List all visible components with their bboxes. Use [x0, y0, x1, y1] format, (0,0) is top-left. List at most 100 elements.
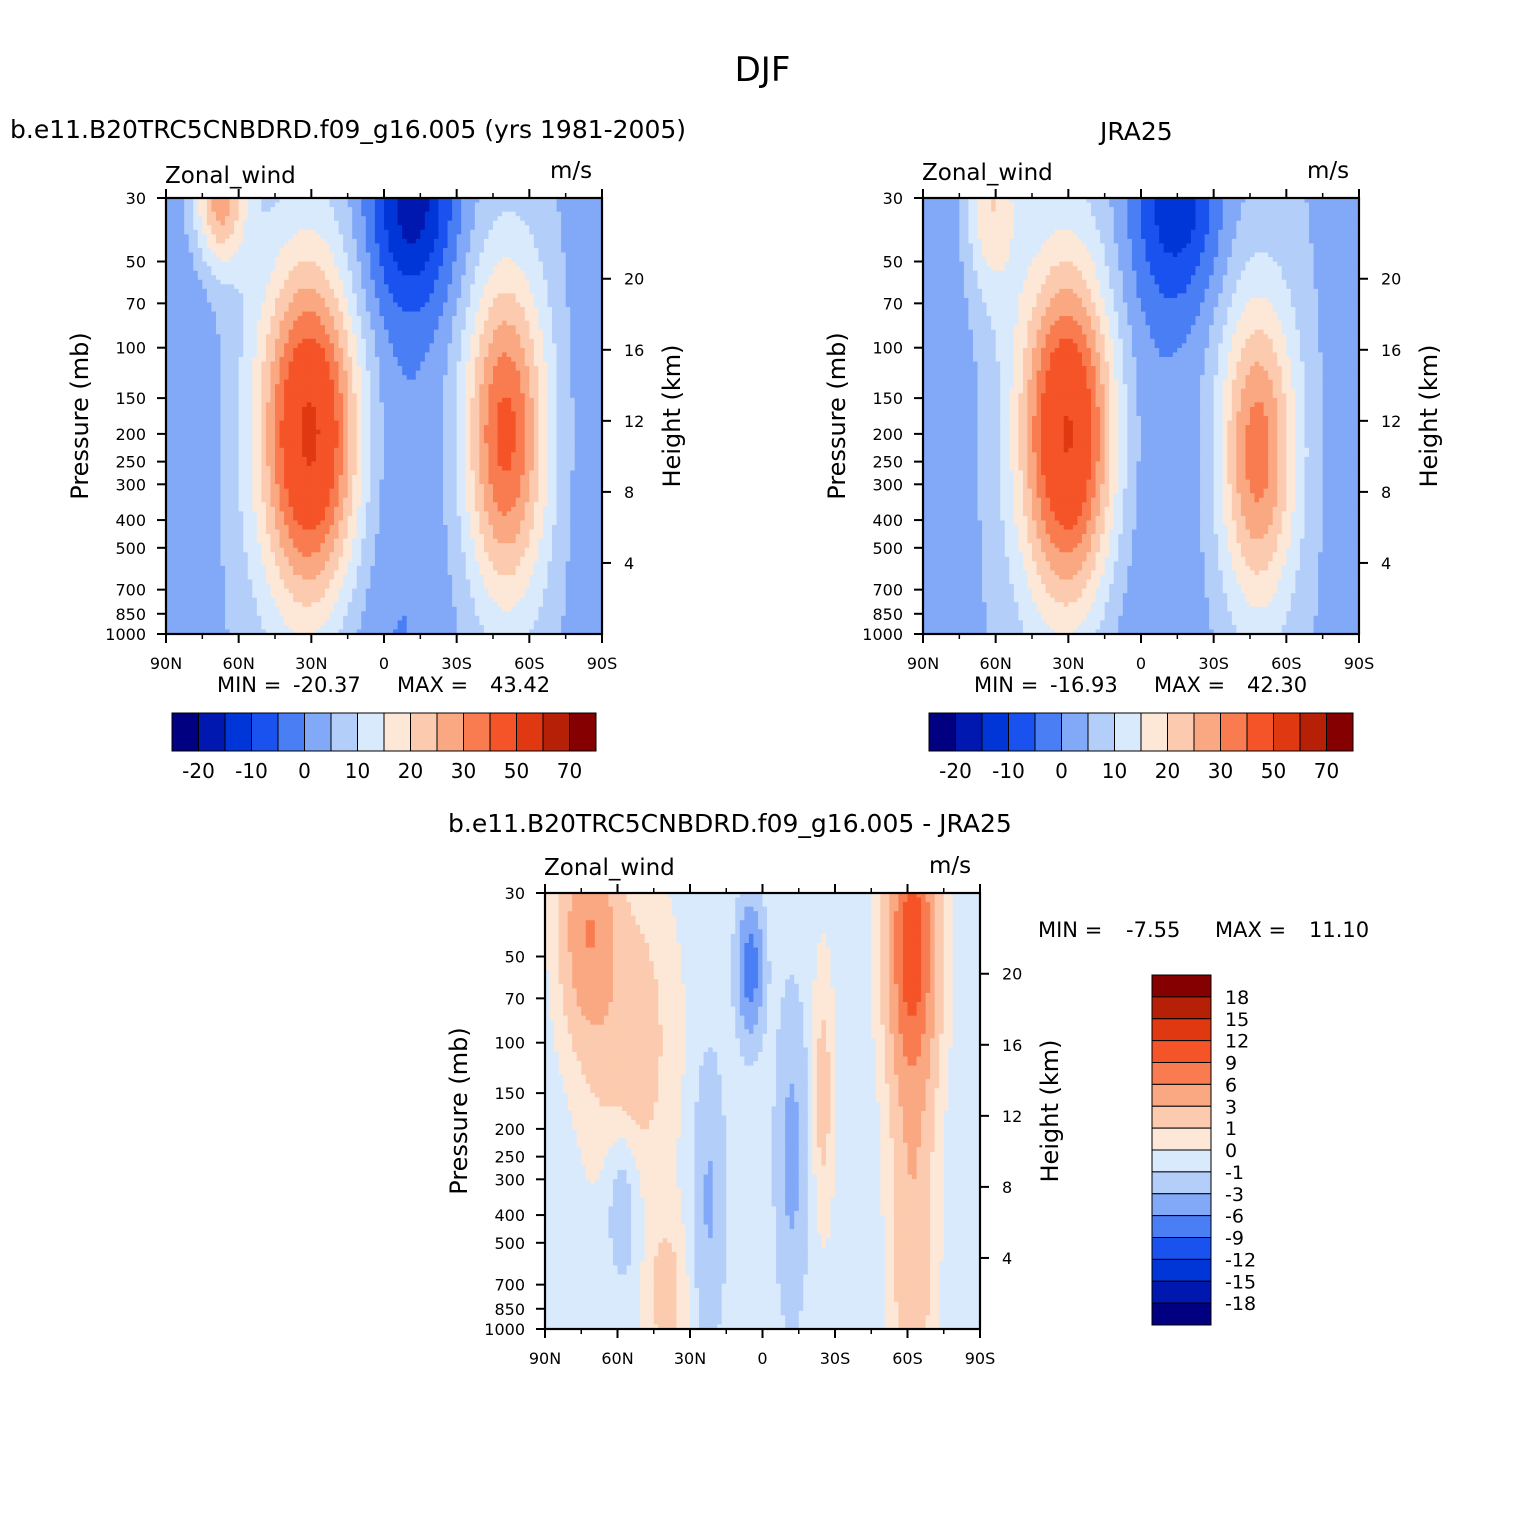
contour-cell: [370, 547, 376, 553]
contour-cell: [384, 470, 390, 476]
contour-cell: [252, 356, 258, 363]
contour-cell: [334, 320, 340, 326]
contour-cell: [175, 452, 181, 458]
contour-cell: [297, 229, 303, 235]
contour-cell: [188, 352, 194, 358]
contour-cell: [265, 597, 272, 603]
contour-cell: [288, 375, 294, 381]
contour-cell: [225, 247, 231, 254]
contour-cell: [243, 443, 249, 449]
contour-cell: [261, 538, 267, 544]
contour-cell: [211, 307, 217, 313]
contour-cell: [320, 220, 326, 226]
contour-cell: [166, 624, 172, 631]
contour-cell: [247, 611, 253, 617]
contour-cell: [374, 207, 381, 213]
contour-cell: [206, 452, 213, 458]
contour-cell: [179, 375, 185, 381]
contour-cell: [229, 606, 235, 612]
contour-cell: [166, 525, 172, 531]
contour-cell: [315, 266, 322, 272]
contour-cell: [370, 574, 376, 581]
contour-cell: [234, 202, 240, 208]
contour-cell: [306, 602, 312, 608]
contour-cell: [334, 438, 340, 444]
contour-cell: [284, 520, 290, 526]
contour-cell: [166, 397, 172, 403]
contour-cell: [188, 452, 194, 458]
contour-cell: [270, 243, 276, 249]
contour-cell: [293, 279, 299, 285]
contour-cell: [243, 406, 249, 413]
contour-cell: [320, 207, 326, 213]
contour-cell: [347, 211, 353, 217]
contour-cell: [397, 475, 403, 481]
contour-cell: [306, 388, 312, 394]
contour-cell: [279, 329, 285, 335]
contour-cell: [315, 302, 322, 308]
contour-cell: [275, 329, 281, 335]
contour-cell: [397, 288, 403, 294]
contour-cell: [170, 484, 176, 490]
contour-cell: [343, 307, 349, 313]
contour-cell: [320, 334, 326, 340]
contour-cell: [320, 561, 326, 567]
contour-cell: [320, 556, 326, 562]
contour-cell: [211, 515, 217, 522]
contour-cell: [193, 593, 199, 599]
contour-cell: [329, 561, 335, 567]
contour-cell: [206, 338, 213, 344]
contour-cell: [388, 356, 394, 363]
contour-cell: [243, 329, 249, 335]
contour-cell: [334, 375, 340, 381]
contour-cell: [279, 416, 285, 422]
contour-cell: [374, 234, 381, 240]
contour-cell: [211, 316, 217, 322]
contour-cell: [320, 411, 326, 417]
contour-cell: [379, 406, 385, 413]
contour-cell: [211, 252, 217, 258]
contour-cell: [275, 379, 281, 385]
contour-cell: [297, 447, 303, 453]
contour-cell: [388, 334, 394, 340]
contour-cell: [265, 375, 272, 381]
contour-cell: [343, 420, 349, 426]
contour-cell: [320, 470, 326, 476]
contour-cell: [270, 275, 276, 281]
contour-cell: [179, 434, 185, 440]
contour-cell: [211, 525, 217, 531]
contour-cell: [311, 529, 317, 535]
contour-cell: [175, 220, 181, 226]
contour-cell: [374, 261, 381, 267]
contour-cell: [211, 198, 217, 204]
contour-cell: [370, 525, 376, 531]
contour-cell: [334, 475, 340, 481]
contour-cell: [220, 434, 226, 440]
contour-cell: [352, 556, 358, 562]
contour-cell: [202, 356, 208, 363]
contour-cell: [279, 629, 285, 634]
contour-cell: [220, 584, 226, 590]
contour-cell: [320, 584, 326, 590]
contour-cell: [238, 497, 244, 503]
contour-cell: [265, 475, 272, 481]
contour-cell: [397, 515, 403, 522]
contour-cell: [243, 416, 249, 422]
contour-cell: [352, 356, 358, 363]
contour-cell: [247, 556, 253, 562]
contour-cell: [379, 238, 385, 245]
contour-cell: [279, 620, 285, 626]
contour-cell: [220, 356, 226, 363]
contour-cell: [338, 556, 344, 562]
contour-cell: [229, 325, 235, 331]
contour-cell: [315, 402, 322, 408]
contour-cell: [379, 229, 385, 235]
contour-cell: [256, 352, 262, 358]
contour-cell: [356, 379, 362, 385]
contour-cell: [179, 252, 185, 258]
contour-cell: [356, 456, 362, 463]
contour-cell: [179, 470, 185, 476]
contour-cell: [166, 456, 172, 463]
contour-cell: [202, 416, 208, 422]
contour-cell: [170, 325, 176, 331]
